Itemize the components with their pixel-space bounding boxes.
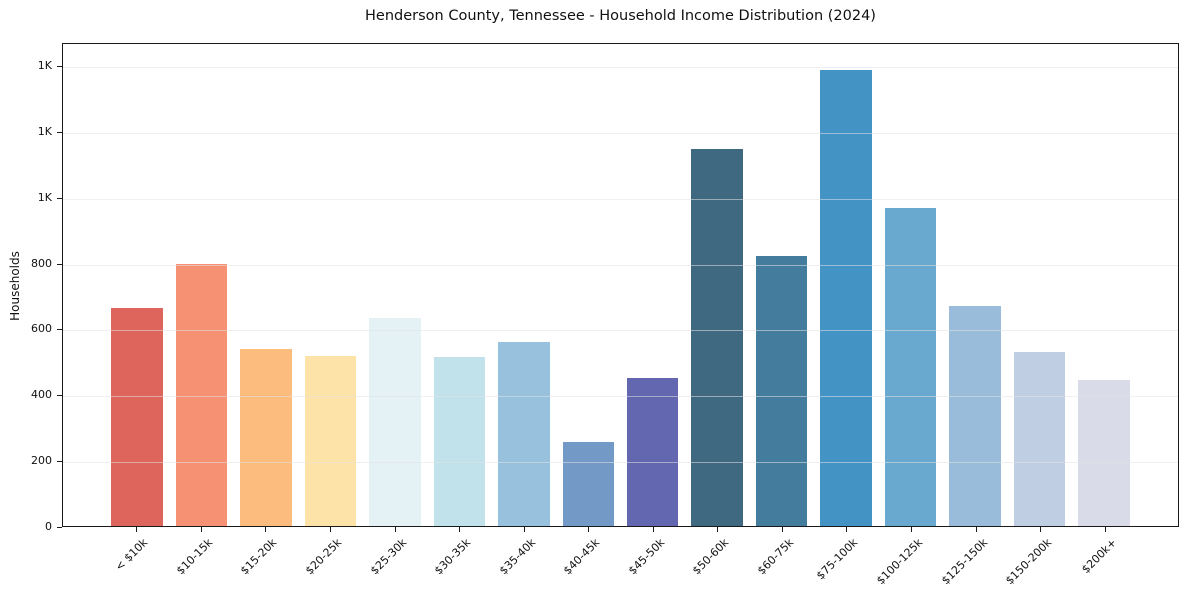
y-tick-mark xyxy=(57,66,62,68)
bar-30-35k xyxy=(433,357,486,526)
bar-slot xyxy=(234,44,298,526)
bar-slot xyxy=(1007,44,1071,526)
bar-125-150k xyxy=(949,306,1001,526)
x-tick-label: $15-20k xyxy=(238,536,280,578)
x-tick-label: $30-35k xyxy=(432,536,474,578)
x-tick-label: $60-75k xyxy=(754,536,797,578)
x-tick-mark xyxy=(975,527,977,532)
bars-layer xyxy=(63,44,1178,526)
bar-40-45k xyxy=(562,442,615,526)
y-tick-mark xyxy=(57,197,62,199)
x-tick-label: $20-25k xyxy=(302,536,345,578)
x-tick-label: $75-100k xyxy=(814,536,861,583)
y-tick-mark xyxy=(57,527,62,528)
y-tick-mark xyxy=(57,263,62,265)
bar-slot xyxy=(427,44,491,526)
y-tick-label: 0 xyxy=(45,520,52,533)
y-tick-mark xyxy=(57,329,62,331)
bar-slot xyxy=(105,44,169,526)
bar-45-50k xyxy=(626,378,679,526)
x-tick-mark xyxy=(1104,527,1106,532)
x-tick-label: $10-15k xyxy=(173,536,216,578)
bar-slot xyxy=(556,44,620,526)
bar-slot xyxy=(878,44,942,526)
x-tick-mark xyxy=(588,527,590,532)
bar-slot xyxy=(298,44,362,526)
x-tick-mark xyxy=(781,527,783,532)
y-tick-mark xyxy=(57,131,62,133)
x-tick-mark xyxy=(265,527,267,532)
x-tick-mark xyxy=(329,527,331,532)
bar-slot xyxy=(492,44,556,526)
y-tick-mark xyxy=(57,395,62,397)
bar-slot xyxy=(1072,44,1136,526)
bar-20-25k xyxy=(304,355,357,526)
bar-slot xyxy=(749,44,813,526)
y-tick-label: 1K xyxy=(37,59,52,73)
bar-slot xyxy=(363,44,427,526)
bar-60-75k xyxy=(755,255,808,526)
plot-area xyxy=(62,43,1179,527)
bar-slot xyxy=(814,44,878,526)
y-tick-label: 1K xyxy=(37,190,52,204)
x-tick-mark xyxy=(652,527,654,532)
x-tick-label: $50-60k xyxy=(690,536,732,578)
bar-10k xyxy=(111,307,163,526)
y-tick-label: 800 xyxy=(31,256,52,270)
x-tick-label: < $10k xyxy=(112,536,151,574)
bar-slot xyxy=(621,44,685,526)
chart-title: Henderson County, Tennessee - Household … xyxy=(365,8,876,24)
bar-100-125k xyxy=(884,207,937,526)
bar-15-20k xyxy=(240,348,292,526)
y-tick-mark xyxy=(57,461,62,463)
bar-slot xyxy=(943,44,1007,526)
bar-10-15k xyxy=(175,263,228,526)
bar-35-40k xyxy=(498,342,550,526)
x-tick-label: $200k+ xyxy=(1078,536,1119,577)
bar-slot xyxy=(685,44,749,526)
bar-slot xyxy=(169,44,233,526)
y-tick-label: 400 xyxy=(31,388,52,402)
y-tick-label: 600 xyxy=(31,322,52,336)
bar-75-100k xyxy=(820,70,872,526)
x-tick-mark xyxy=(459,527,461,532)
bar-200k xyxy=(1078,380,1130,526)
x-tick-mark xyxy=(136,527,138,532)
y-tick-label: 200 xyxy=(31,454,52,468)
x-tick-mark xyxy=(911,527,913,532)
x-tick-mark xyxy=(717,527,719,532)
y-tick-label: 1K xyxy=(37,124,52,138)
x-tick-mark xyxy=(1040,527,1042,532)
x-tick-label: $100-125k xyxy=(874,536,926,588)
bar-25-30k xyxy=(369,317,421,526)
x-tick-label: $35-40k xyxy=(496,536,538,578)
x-tick-mark xyxy=(523,527,525,532)
bar-50-60k xyxy=(691,148,743,526)
x-tick-label: $25-30k xyxy=(367,536,409,578)
bar-150-200k xyxy=(1013,352,1066,526)
y-axis-label: Households xyxy=(8,251,22,321)
x-tick-label: $45-50k xyxy=(625,536,667,578)
x-tick-label: $150-200k xyxy=(1003,536,1055,588)
x-tick-mark xyxy=(200,527,202,532)
x-tick-label: $125-150k xyxy=(938,536,990,588)
x-tick-label: $40-45k xyxy=(561,536,603,578)
x-tick-mark xyxy=(846,527,848,532)
x-tick-mark xyxy=(394,527,396,532)
